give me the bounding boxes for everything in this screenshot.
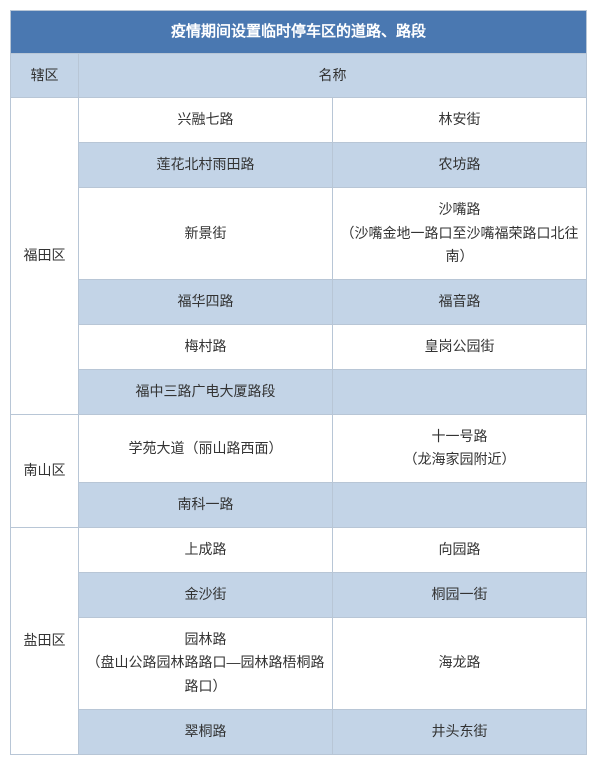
table-row: 福华四路福音路 (11, 280, 587, 325)
road-cell: 农坊路 (333, 143, 587, 188)
road-cell: 上成路 (79, 528, 333, 573)
table-row: 梅村路皇岗公园街 (11, 325, 587, 370)
table-row: 翠桐路井头东街 (11, 710, 587, 755)
road-cell (333, 483, 587, 528)
header-district: 辖区 (11, 53, 79, 98)
table-row: 莲花北村雨田路农坊路 (11, 143, 587, 188)
table-row: 南科一路 (11, 483, 587, 528)
road-cell: 福华四路 (79, 280, 333, 325)
road-cell: 梅村路 (79, 325, 333, 370)
header-row: 辖区 名称 (11, 53, 587, 98)
road-cell: 翠桐路 (79, 710, 333, 755)
road-cell: 福中三路广电大厦路段 (79, 369, 333, 414)
header-name: 名称 (79, 53, 587, 98)
parking-roads-table: 疫情期间设置临时停车区的道路、路段 辖区 名称 福田区兴融七路林安街莲花北村雨田… (10, 10, 587, 755)
table-title: 疫情期间设置临时停车区的道路、路段 (11, 11, 587, 54)
road-cell: 井头东街 (333, 710, 587, 755)
table-row: 园林路（盘山公路园林路路口—园林路梧桐路路口）海龙路 (11, 617, 587, 709)
table-row: 新景街沙嘴路（沙嘴金地一路口至沙嘴福荣路口北往南） (11, 187, 587, 279)
road-cell: 桐园一街 (333, 572, 587, 617)
district-cell: 南山区 (11, 414, 79, 527)
road-cell: 莲花北村雨田路 (79, 143, 333, 188)
table-row: 南山区学苑大道（丽山路西面）十一号路（龙海家园附近） (11, 414, 587, 483)
road-cell: 兴融七路 (79, 98, 333, 143)
road-cell: 金沙街 (79, 572, 333, 617)
road-cell: 皇岗公园街 (333, 325, 587, 370)
road-cell: 林安街 (333, 98, 587, 143)
table-row: 福田区兴融七路林安街 (11, 98, 587, 143)
tbody: 疫情期间设置临时停车区的道路、路段 辖区 名称 福田区兴融七路林安街莲花北村雨田… (11, 11, 587, 755)
table-row: 福中三路广电大厦路段 (11, 369, 587, 414)
road-cell: 沙嘴路（沙嘴金地一路口至沙嘴福荣路口北往南） (333, 187, 587, 279)
road-cell: 新景街 (79, 187, 333, 279)
road-cell: 园林路（盘山公路园林路路口—园林路梧桐路路口） (79, 617, 333, 709)
road-cell: 十一号路（龙海家园附近） (333, 414, 587, 483)
title-row: 疫情期间设置临时停车区的道路、路段 (11, 11, 587, 54)
road-cell: 南科一路 (79, 483, 333, 528)
district-cell: 盐田区 (11, 528, 79, 755)
road-cell: 福音路 (333, 280, 587, 325)
district-cell: 福田区 (11, 98, 79, 414)
road-cell (333, 369, 587, 414)
table-row: 盐田区上成路向园路 (11, 528, 587, 573)
road-cell: 向园路 (333, 528, 587, 573)
table-row: 金沙街桐园一街 (11, 572, 587, 617)
road-cell: 海龙路 (333, 617, 587, 709)
road-cell: 学苑大道（丽山路西面） (79, 414, 333, 483)
